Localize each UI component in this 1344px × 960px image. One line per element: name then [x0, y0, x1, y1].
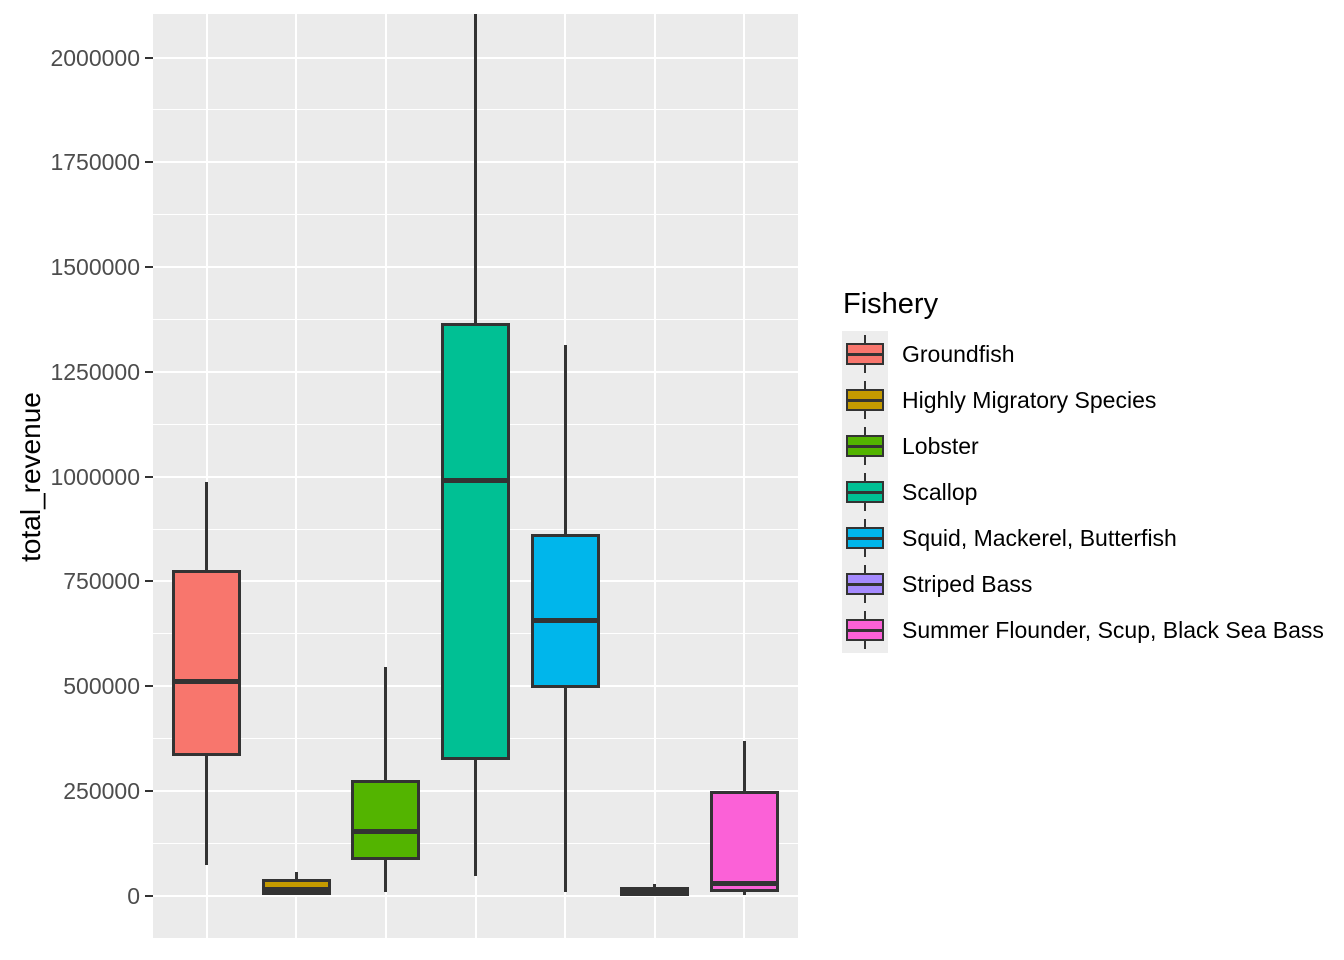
gridline-major-x — [295, 14, 298, 938]
y-tick-label: 1250000 — [50, 358, 140, 385]
legend-label: Squid, Mackerel, Butterfish — [902, 524, 1177, 551]
legend-entry-scallop: Scallop — [842, 469, 1324, 515]
lower-whisker — [474, 758, 477, 876]
legend-label: Highly Migratory Species — [902, 386, 1157, 413]
legend-key-box — [846, 573, 884, 595]
iqr-box — [709, 790, 779, 892]
lower-whisker — [384, 858, 388, 892]
upper-whisker — [294, 872, 298, 881]
median-line — [261, 887, 331, 893]
lower-whisker — [205, 754, 209, 866]
median-line — [172, 679, 242, 685]
legend-key-boxplot-icon — [842, 423, 888, 469]
legend-key-median — [848, 629, 882, 632]
y-tick-label: 0 — [127, 882, 140, 909]
y-tick-label: 250000 — [63, 777, 140, 804]
legend-entry-groundfish: Groundfish — [842, 331, 1324, 377]
median-line — [530, 617, 600, 623]
upper-whisker — [742, 741, 746, 793]
legend: Fishery Groundfish Highly Migratory Speci… — [842, 288, 1324, 653]
y-tick-mark — [145, 789, 153, 792]
legend-entry-lobster: Lobster — [842, 423, 1324, 469]
legend-key-boxplot-icon — [842, 607, 888, 653]
legend-key-median — [848, 583, 882, 586]
iqr-box — [351, 780, 421, 861]
legend-key-box — [846, 481, 884, 503]
legend-entry-highly-migratory-species: Highly Migratory Species — [842, 377, 1324, 423]
y-tick-mark — [145, 266, 153, 269]
y-tick-mark — [145, 370, 153, 373]
legend-key-median — [848, 537, 882, 540]
legend-key-boxplot-icon — [842, 469, 888, 515]
upper-whisker — [653, 884, 657, 889]
gridline-major-x — [743, 14, 746, 938]
upper-whisker — [205, 481, 209, 572]
y-tick-label: 1750000 — [50, 149, 140, 176]
legend-key-box — [846, 389, 884, 411]
y-tick-mark — [145, 685, 153, 688]
iqr-box — [530, 533, 600, 688]
legend-key-boxplot-icon — [842, 331, 888, 377]
lower-whisker — [742, 890, 746, 896]
upper-whisker — [563, 345, 567, 536]
median-line — [709, 880, 779, 886]
gridline-major-x — [384, 14, 387, 938]
legend-key-box — [846, 435, 884, 457]
iqr-box — [172, 569, 242, 756]
legend-key-boxplot-icon — [842, 561, 888, 607]
y-tick-mark — [145, 161, 153, 164]
legend-key-boxplot-icon — [842, 377, 888, 423]
legend-key-median — [848, 491, 882, 494]
legend-label: Groundfish — [902, 340, 1015, 367]
gridline-major-x — [205, 14, 208, 938]
y-tick-mark — [145, 56, 153, 59]
y-tick-mark — [145, 580, 153, 583]
y-tick-label: 1000000 — [50, 463, 140, 490]
legend-entry-summer-flounder-scup-black-sea-bass: Summer Flounder, Scup, Black Sea Bass — [842, 607, 1324, 653]
legend-key-box — [846, 527, 884, 549]
upper-whisker — [384, 667, 388, 782]
upper-whisker — [474, 14, 477, 325]
legend-key-boxplot-icon — [842, 515, 888, 561]
y-tick-mark — [145, 475, 153, 478]
legend-entry-squid-mackerel-butterfish: Squid, Mackerel, Butterfish — [842, 515, 1324, 561]
y-tick-label: 500000 — [63, 673, 140, 700]
legend-title: Fishery — [843, 288, 939, 320]
legend-label: Lobster — [902, 432, 979, 459]
legend-entries: Groundfish Highly Migratory Species Lobste… — [842, 331, 1324, 653]
y-tick-mark — [145, 894, 153, 897]
legend-label: Striped Bass — [902, 570, 1033, 597]
median-line — [351, 829, 421, 835]
legend-label: Summer Flounder, Scup, Black Sea Bass — [902, 616, 1324, 643]
lower-whisker — [563, 686, 567, 892]
y-tick-label: 1500000 — [50, 254, 140, 281]
gridline-major-x — [653, 14, 656, 938]
legend-key-box — [846, 619, 884, 641]
median-line — [620, 889, 690, 895]
legend-key-median — [848, 445, 882, 448]
y-tick-label: 750000 — [63, 568, 140, 595]
legend-entry-striped-bass: Striped Bass — [842, 561, 1324, 607]
legend-label: Scallop — [902, 478, 978, 505]
iqr-box — [441, 323, 510, 760]
legend-key-box — [846, 343, 884, 365]
median-line — [441, 477, 510, 483]
legend-key-median — [848, 399, 882, 402]
legend-key-median — [848, 353, 882, 356]
y-tick-label: 2000000 — [50, 44, 140, 71]
plot-panel — [153, 14, 798, 938]
